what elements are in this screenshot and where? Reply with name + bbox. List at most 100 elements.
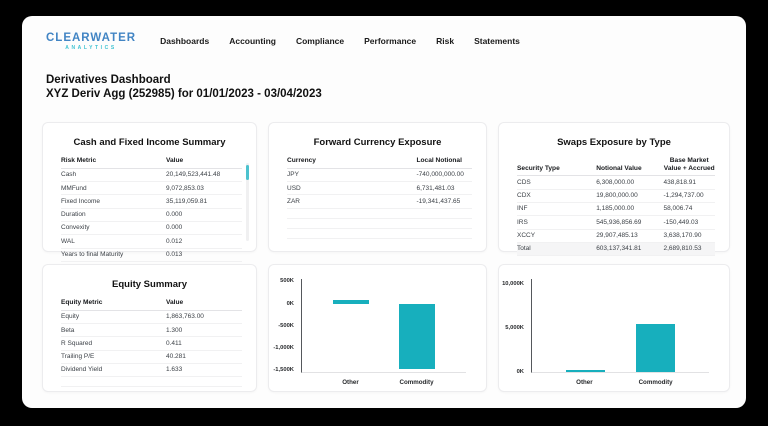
column-header: Equity Metric	[61, 299, 103, 307]
cell: 0.000	[165, 211, 183, 219]
swaps-exposure-table: Security Type Notional Value Base Market V…	[517, 155, 715, 257]
nav-item-compliance[interactable]: Compliance	[295, 36, 345, 46]
x-axis-labels: Other Commodity	[531, 379, 709, 389]
cell: Dividend Yield	[61, 366, 103, 374]
bar-chart-other-commodity-1: 500K 0K -500K -1,000K -1,500K Other Commodity	[269, 278, 486, 391]
table-header-row: Security Type Notional Value Base Market V…	[517, 155, 715, 177]
cell: 545,936,856.69	[596, 218, 642, 226]
table-row: Cash 20,149,523,441.48	[61, 169, 242, 183]
y-axis-tick-label: -500K	[278, 322, 294, 329]
cell: -1,294,737.00	[663, 192, 704, 200]
cell: Equity	[61, 313, 80, 321]
table-row: MMFund 9,072,853.03	[61, 182, 242, 196]
table-row: Beta 1.300	[61, 324, 242, 338]
column-header: Base Market Value + Accrued	[663, 157, 715, 172]
table-row: Duration 0.000	[61, 209, 242, 223]
x-axis-category-label: Commodity	[638, 379, 673, 386]
chart-plot-area	[531, 279, 709, 373]
nav-item-risk[interactable]: Risk	[436, 36, 455, 46]
card-title: Cash and Fixed Income Summary	[73, 137, 226, 148]
table-row: ZAR -19,341,437.65	[287, 195, 472, 209]
table-row: USD 6,731,481.03	[287, 182, 472, 196]
x-axis-labels: Other Commodity	[301, 379, 466, 389]
cell: 1.633	[165, 366, 183, 374]
cell: 603,137,341.81	[596, 245, 642, 253]
cell: 29,907,485.13	[596, 231, 638, 239]
scrollbar-thumb[interactable]	[246, 165, 249, 180]
page-header: Derivatives Dashboard XYZ Deriv Agg (252…	[46, 73, 322, 101]
clearwater-logo[interactable]: CLEARWATER ANALYTICS	[46, 32, 136, 51]
table-row: R Squared 0.411	[61, 337, 242, 351]
cell: CDX	[517, 192, 531, 200]
equity-summary-table: Equity Metric Value Equity 1,863,763.00 Beta…	[61, 297, 242, 388]
cell: INF	[517, 205, 528, 213]
column-header: Notional Value	[596, 164, 642, 172]
cell: Beta	[61, 326, 75, 334]
table-row	[61, 377, 242, 388]
cell: 6,308,000.00	[596, 178, 635, 186]
cell: 2,689,810.53	[663, 245, 702, 253]
page-subtitle: XYZ Deriv Agg (252985) for 01/01/2023 - …	[46, 88, 322, 100]
card-equity-summary: Equity Summary Equity Metric Value Equity 1…	[42, 264, 257, 392]
table-header-row: Risk Metric Value	[61, 155, 242, 169]
bar-commodity	[398, 303, 435, 370]
nav-item-performance[interactable]: Performance	[364, 36, 417, 46]
cell: 40.281	[165, 353, 186, 361]
cell: Cash	[61, 171, 77, 179]
bar-other	[565, 370, 605, 373]
cell: IRS	[517, 218, 528, 226]
bar-chart-other-commodity-2: 10,000K 5,000K 0K Other Commodity	[499, 279, 729, 391]
x-axis-category-label: Other	[342, 379, 359, 386]
bar-other	[333, 300, 370, 304]
table-row	[287, 229, 472, 239]
dashboard-page: CLEARWATER ANALYTICS Dashboards Accountin…	[22, 16, 746, 408]
cell: 0.000	[165, 224, 183, 232]
nav-item-dashboards[interactable]: Dashboards	[160, 36, 210, 46]
chart-plot-area	[301, 279, 466, 373]
main-nav: Dashboards Accounting Compliance Performanc…	[160, 36, 520, 46]
table-header-row: Currency Local Notional	[287, 155, 472, 169]
table-row: CDX 19,800,000.00 -1,294,737.00	[517, 190, 715, 203]
table-row: IRS 545,936,856.69 -150,449.03	[517, 216, 715, 230]
cell: -19,341,437.65	[416, 197, 461, 205]
nav-item-accounting[interactable]: Accounting	[229, 36, 276, 46]
bar-commodity	[636, 323, 676, 372]
cell: 1,185,000.00	[596, 205, 635, 213]
y-axis-tick-label: -1,500K	[273, 367, 294, 373]
cell: 0.411	[165, 339, 182, 347]
top-bar: CLEARWATER ANALYTICS Dashboards Accountin…	[46, 29, 722, 53]
card-cash-fixed-income-summary: Cash and Fixed Income Summary Risk Metri…	[42, 122, 257, 262]
column-header: Risk Metric	[61, 157, 97, 165]
table-row: Convexity 0.000	[61, 222, 242, 236]
cell: -740,000,000.00	[416, 171, 464, 179]
cell: 0.013	[165, 250, 183, 258]
logo-subtext: ANALYTICS	[65, 44, 117, 51]
card-title: Equity Summary	[112, 279, 187, 290]
table-row: Fixed Income 35,119,059.81	[61, 195, 242, 209]
cell: 20,149,523,441.48	[165, 171, 221, 179]
cell: 1.300	[165, 326, 183, 334]
cell: MMFund	[61, 184, 87, 192]
page-title: Derivatives Dashboard	[46, 74, 171, 86]
cell: CDS	[517, 178, 531, 186]
scrollbar-track[interactable]	[246, 163, 249, 241]
logo-wordmark: CLEARWATER	[46, 31, 137, 44]
table-row: Years to final Maturity 0.013	[61, 249, 242, 262]
y-axis-tick-label: 0K	[286, 300, 294, 307]
table-row: JPY -740,000,000.00	[287, 169, 472, 183]
table-row: Equity 1,863,763.00	[61, 311, 242, 325]
card-swaps-exposure-by-type: Swaps Exposure by Type Security Type Noti…	[498, 122, 730, 257]
cell: 438,818.91	[663, 178, 697, 186]
card-title: Forward Currency Exposure	[313, 137, 442, 148]
table-row: WAL 0.012	[61, 235, 242, 249]
cell: Fixed Income	[61, 197, 101, 205]
cell: WAL	[61, 237, 75, 245]
nav-item-statements[interactable]: Statements	[474, 36, 520, 46]
column-header: Value	[165, 157, 184, 165]
card-exposure-bar-chart-negative: 500K 0K -500K -1,000K -1,500K Other Commodity	[268, 264, 487, 392]
cell: 6,731,481.03	[416, 184, 455, 192]
cell: -150,449.03	[663, 218, 699, 226]
x-axis-category-label: Other	[576, 379, 593, 386]
cell: 1,863,763.00	[165, 313, 204, 321]
cash-fixed-income-table: Risk Metric Value Cash 20,149,523,441.48 MMF…	[61, 155, 242, 262]
